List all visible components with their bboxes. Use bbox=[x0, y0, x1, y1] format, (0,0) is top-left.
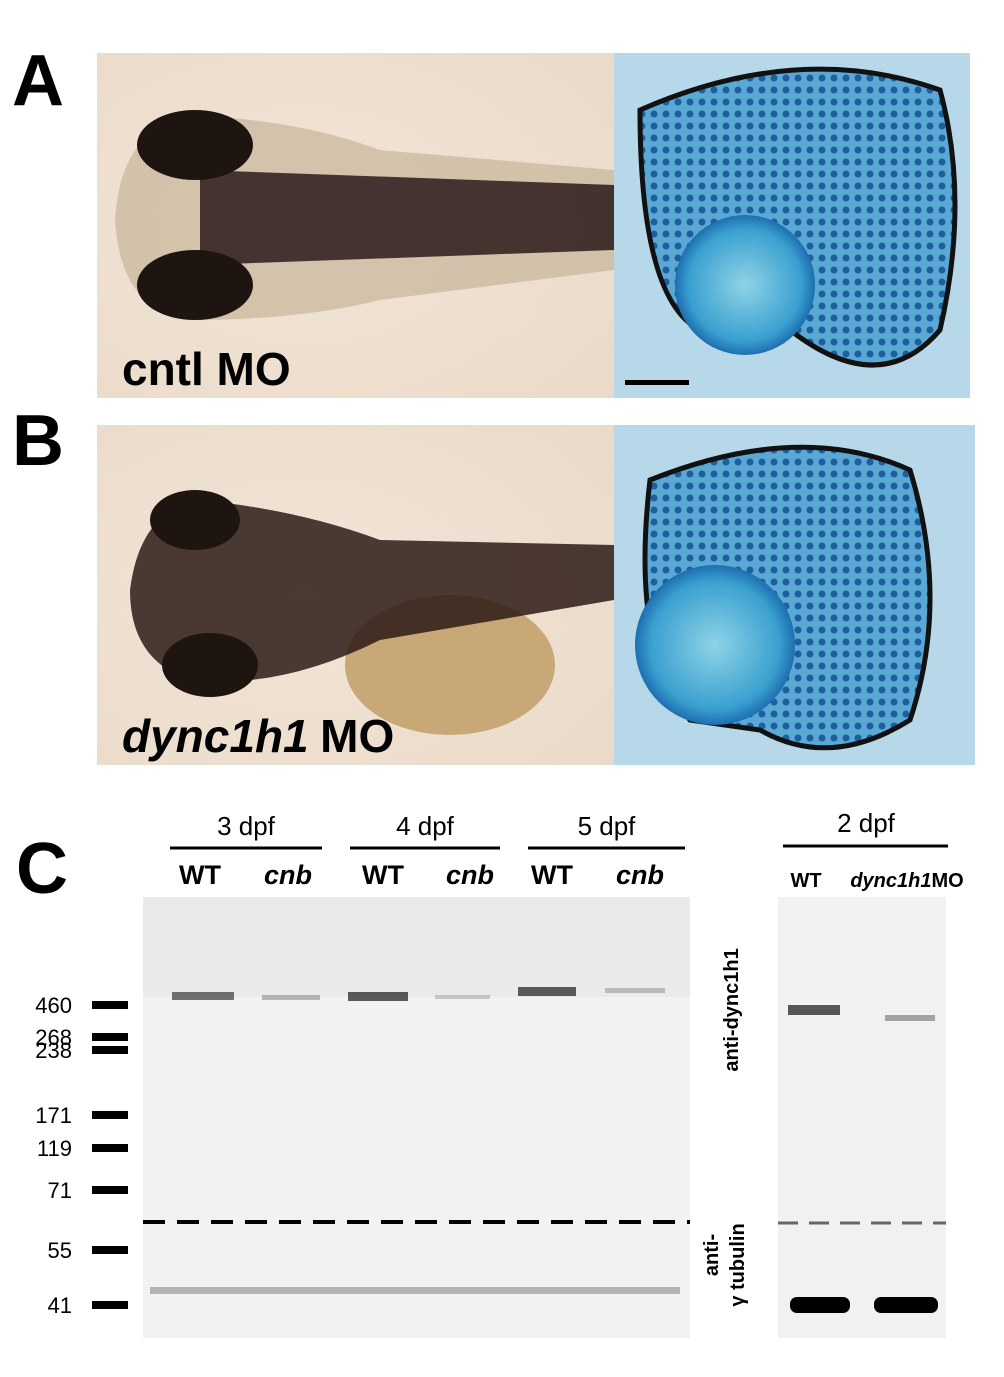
marker-bar bbox=[92, 1033, 128, 1041]
marker-bar bbox=[92, 1111, 128, 1119]
plain-part: WT bbox=[179, 860, 221, 890]
retina-image-b bbox=[614, 425, 975, 765]
plain-part: WT bbox=[531, 860, 573, 890]
plain-part: WT bbox=[790, 870, 821, 892]
plain-part: WT bbox=[362, 860, 404, 890]
lane-label: WT bbox=[531, 860, 573, 890]
marker-label: 41 bbox=[48, 1293, 72, 1318]
lane-label: WT bbox=[179, 860, 221, 890]
western-blot-right bbox=[778, 897, 946, 1338]
marker-label: 71 bbox=[48, 1178, 72, 1203]
italic-part: cnb bbox=[264, 860, 312, 890]
marker-label: 119 bbox=[37, 1136, 72, 1161]
western-blot-left bbox=[143, 897, 690, 1338]
lane-label: dync1h1MO bbox=[850, 870, 963, 892]
italic-part: cnb bbox=[616, 860, 664, 890]
panel-label: B bbox=[12, 401, 64, 481]
larva-image-a bbox=[97, 53, 614, 398]
blot-bands bbox=[143, 987, 690, 1294]
lane-label: cnb bbox=[616, 860, 664, 890]
antibody-label: γ tubulin bbox=[727, 1223, 749, 1306]
marker-label: 460 bbox=[35, 993, 72, 1018]
panel-label: C bbox=[16, 829, 68, 909]
retina-image-a bbox=[614, 53, 970, 398]
antibody-label: anti-dync1h1 bbox=[721, 948, 743, 1071]
plain-part: MO bbox=[931, 870, 963, 892]
marker-label: 268 bbox=[35, 1025, 72, 1050]
lane-label: cnb bbox=[446, 860, 494, 890]
group-label: 2 dpf bbox=[837, 808, 896, 838]
marker-label: 238 bbox=[35, 1038, 72, 1063]
plain-part: cntl MO bbox=[122, 343, 291, 395]
plain-part: MO bbox=[320, 710, 394, 762]
antibody-label: anti- bbox=[701, 1234, 723, 1276]
group-label: 3 dpf bbox=[217, 811, 276, 841]
group-label: 4 dpf bbox=[396, 811, 455, 841]
italic-part: dync1h1 bbox=[850, 870, 931, 892]
marker-bar bbox=[92, 1046, 128, 1054]
marker-bar bbox=[92, 1144, 128, 1152]
panel-label: A bbox=[12, 41, 64, 121]
panel-caption: cntl MO bbox=[122, 343, 291, 395]
marker-label: 171 bbox=[35, 1103, 72, 1128]
italic-part: cnb bbox=[446, 860, 494, 890]
marker-bar bbox=[92, 1301, 128, 1309]
lane-label: cnb bbox=[264, 860, 312, 890]
marker-label: 55 bbox=[48, 1238, 72, 1263]
group-label: 5 dpf bbox=[578, 811, 637, 841]
larva-image-b bbox=[97, 425, 614, 765]
lane-label: WT bbox=[362, 860, 404, 890]
panel-caption: dync1h1 MO bbox=[122, 710, 394, 762]
marker-bar bbox=[92, 1246, 128, 1254]
marker-bar bbox=[92, 1186, 128, 1194]
lane-label: WT bbox=[790, 870, 821, 892]
marker-bar bbox=[92, 1001, 128, 1009]
italic-part: dync1h1 bbox=[122, 710, 309, 762]
